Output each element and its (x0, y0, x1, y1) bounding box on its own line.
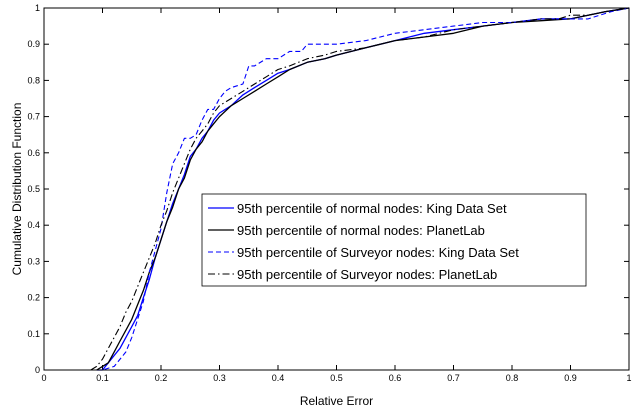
series-line-3 (96, 7, 630, 371)
x-tick-label: 0.6 (389, 373, 402, 383)
y-tick-label: 0.5 (27, 184, 40, 194)
y-tick-label: 0.1 (27, 329, 40, 339)
y-tick-label: 0.9 (27, 39, 40, 49)
axis-ticks: 0 0.1 0.2 0.3 0.4 0.5 0.6 0.7 0.8 0.9 1 0 0.1 0.2 0.3 0… (27, 3, 631, 383)
y-tick-label: 0.7 (27, 112, 40, 122)
x-axis-label: Relative Error (300, 394, 373, 408)
x-tick-label: 0 (41, 373, 46, 383)
y-tick-label: 0.2 (27, 293, 40, 303)
x-tick-label: 0.5 (330, 373, 343, 383)
x-tick-label: 0.8 (506, 373, 519, 383)
x-tick-label: 1 (626, 373, 631, 383)
x-tick-label: 0.1 (96, 373, 109, 383)
legend-label-3: 95th percentile of Surveyor nodes: King … (237, 245, 519, 260)
x-tick-label: 0.7 (447, 373, 460, 383)
y-tick-label: 1 (35, 3, 40, 13)
y-tick-label: 0.3 (27, 256, 40, 266)
y-axis-label: Cumulative Distribution Function (10, 103, 24, 276)
plot-frame (43, 7, 630, 371)
legend-label-2: 95th percentile of normal nodes: PlanetL… (237, 223, 485, 238)
y-tick-label: 0.8 (27, 75, 40, 85)
legend-box (201, 193, 587, 287)
y-tick-label: 0.4 (27, 220, 40, 230)
y-tick-label: 0.6 (27, 148, 40, 158)
legend-label-4: 95th percentile of Surveyor nodes: Plane… (237, 267, 497, 282)
x-tick-label: 0.9 (564, 373, 577, 383)
legend-label-1: 95th percentile of normal nodes: King Da… (237, 201, 507, 216)
series-lines (90, 7, 630, 371)
legend: 95th percentile of normal nodes: King Da… (201, 193, 587, 287)
x-tick-label: 0.3 (213, 373, 226, 383)
series-line-4 (90, 7, 630, 371)
x-tick-label: 0.2 (155, 373, 168, 383)
x-tick-label: 0.4 (272, 373, 285, 383)
y-tick-label: 0 (35, 365, 40, 375)
